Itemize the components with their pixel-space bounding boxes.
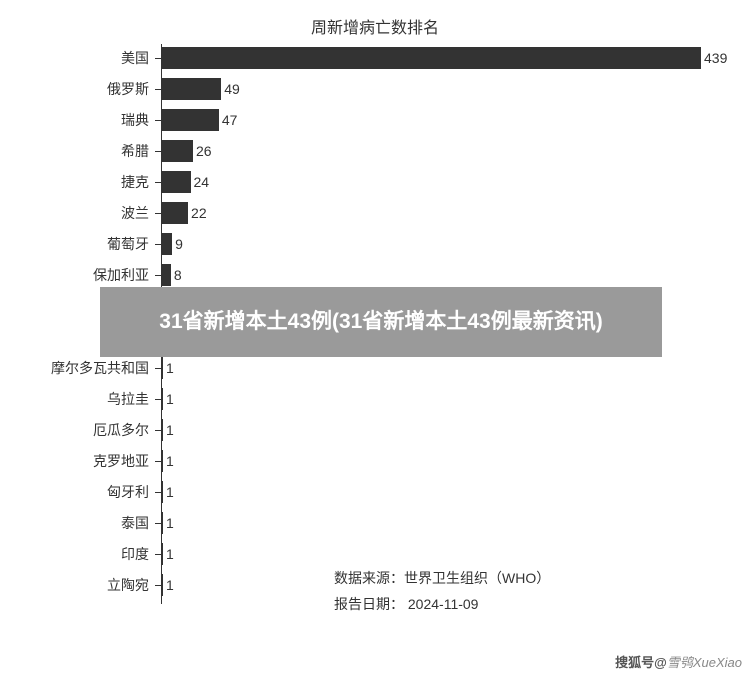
bar-value: 9 (172, 236, 183, 252)
source-line-2: 报告日期： 2024-11-09 (334, 594, 478, 614)
bar (161, 109, 219, 131)
source-value-2: 2024-11-09 (408, 596, 479, 612)
category-label: 俄罗斯 (0, 79, 155, 99)
watermark-prefix: 搜狐号@ (615, 655, 667, 670)
watermark-name: 雪鸮XueXiao (667, 655, 742, 670)
bar-row: 克罗地亚 1 (0, 447, 750, 475)
category-label: 匈牙利 (0, 482, 155, 502)
category-label: 美国 (0, 48, 155, 68)
category-label: 瑞典 (0, 110, 155, 130)
bar-row: 乌拉圭 1 (0, 385, 750, 413)
bar-value: 8 (171, 267, 182, 283)
bar-value: 1 (163, 391, 174, 407)
category-label: 克罗地亚 (0, 451, 155, 471)
category-label: 厄瓜多尔 (0, 420, 155, 440)
bar (161, 233, 172, 255)
bar-row: 俄罗斯 49 (0, 75, 750, 103)
bar (161, 47, 701, 69)
source-label-1: 数据来源： (334, 570, 404, 586)
overlay-text: 31省新增本土43例(31省新增本土43例最新资讯) (159, 308, 602, 336)
bar-row: 葡萄牙 9 (0, 230, 750, 258)
bar-value: 439 (701, 50, 727, 66)
bar-row: 瑞典 47 (0, 106, 750, 134)
category-label: 摩尔多瓦共和国 (0, 358, 155, 378)
bar-row: 摩尔多瓦共和国 1 (0, 354, 750, 382)
bar-value: 1 (163, 515, 174, 531)
bar (161, 202, 188, 224)
bar-row: 保加利亚 8 (0, 261, 750, 289)
bar-value: 24 (191, 174, 210, 190)
category-label: 立陶宛 (0, 575, 155, 595)
bar (161, 264, 171, 286)
bar-value: 1 (163, 484, 174, 500)
chart-container: 周新增病亡数排名 美国 439 俄罗斯 49 瑞典 47 希腊 26 捷克 24 波兰 22 葡萄牙 9 保… (0, 0, 750, 675)
category-label: 波兰 (0, 203, 155, 223)
category-label: 印度 (0, 544, 155, 564)
bar-value: 1 (163, 453, 174, 469)
bar-row: 波兰 22 (0, 199, 750, 227)
chart-title: 周新增病亡数排名 (0, 0, 750, 48)
source-line-1: 数据来源：世界卫生组织（WHO） (334, 568, 550, 588)
bar-value: 1 (163, 546, 174, 562)
bar-value: 49 (221, 81, 240, 97)
source-value-1: 世界卫生组织（WHO） (404, 570, 550, 586)
source-label-2: 报告日期： (334, 596, 404, 612)
category-label: 葡萄牙 (0, 234, 155, 254)
overlay-banner: 31省新增本土43例(31省新增本土43例最新资讯) (100, 287, 662, 357)
bar-value: 1 (163, 577, 174, 593)
category-label: 希腊 (0, 141, 155, 161)
bar (161, 140, 193, 162)
category-label: 捷克 (0, 172, 155, 192)
category-label: 保加利亚 (0, 265, 155, 285)
bar-value: 1 (163, 422, 174, 438)
bar (161, 171, 191, 193)
bar-row: 印度 1 (0, 540, 750, 568)
bar-row: 美国 439 (0, 44, 750, 72)
bar-row: 匈牙利 1 (0, 478, 750, 506)
bar-value: 1 (163, 360, 174, 376)
bar-row: 泰国 1 (0, 509, 750, 537)
bar-row: 捷克 24 (0, 168, 750, 196)
bar-value: 47 (219, 112, 238, 128)
bar-row: 希腊 26 (0, 137, 750, 165)
bar-row: 厄瓜多尔 1 (0, 416, 750, 444)
bar-value: 22 (188, 205, 207, 221)
category-label: 乌拉圭 (0, 389, 155, 409)
category-label: 泰国 (0, 513, 155, 533)
bar (161, 78, 221, 100)
watermark: 搜狐号@雪鸮XueXiao (615, 652, 742, 671)
bar-value: 26 (193, 143, 212, 159)
